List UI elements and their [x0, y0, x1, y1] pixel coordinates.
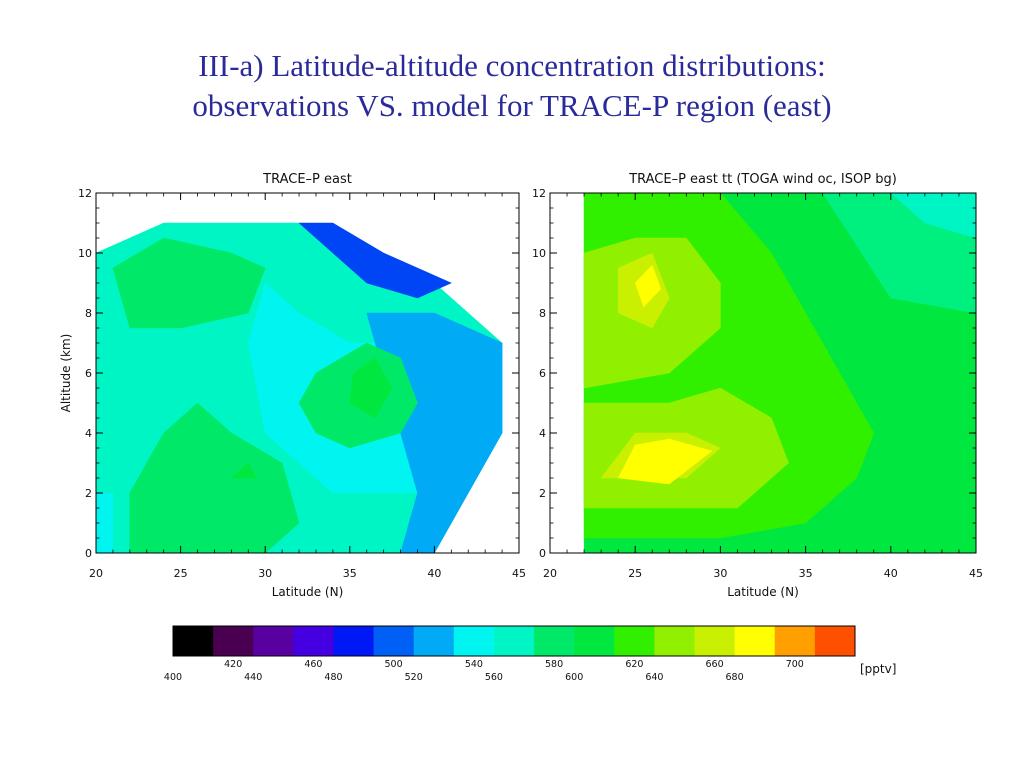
color-swatch [213, 626, 254, 656]
y-tick-label: 10 [78, 247, 92, 260]
x-tick-label: 40 [427, 567, 441, 580]
contour-region-600 [230, 462, 258, 479]
color-swatch [734, 626, 776, 656]
contour-region-580 [112, 237, 266, 329]
colorbar-label-upper: 540 [465, 659, 483, 670]
contour-region-500 [298, 222, 452, 299]
y-tick-label: 0 [539, 547, 546, 560]
colorbar-label-lower: 400 [164, 672, 182, 683]
colorbar-label-lower: 520 [405, 672, 423, 683]
contour-region-580 [129, 402, 300, 554]
color-swatch [333, 626, 374, 656]
colorbar-label-lower: 680 [726, 672, 744, 683]
colorbar-label-upper: 420 [224, 659, 242, 670]
y-tick-label: 10 [532, 247, 546, 260]
contour-panel-observations: 20 25 30 35 40 45 0 2 4 6 8 10 12 TRACE–P east Latitud… [59, 172, 526, 599]
x-axis-label: Latitude (N) [727, 585, 799, 599]
color-swatch [574, 626, 615, 656]
color-swatch [694, 626, 736, 656]
colorbar-frame [172, 625, 856, 657]
colorbar-label-lower: 600 [565, 672, 583, 683]
colorbar-label-upper: 660 [706, 659, 724, 670]
colorbar-label-upper: 460 [304, 659, 322, 670]
color-swatch [614, 626, 655, 656]
y-tick-label: 8 [85, 307, 92, 320]
colorbar-label-upper: 700 [786, 659, 804, 670]
panel-title: TRACE–P east tt (TOGA wind oc, ISOP bg) [628, 172, 897, 187]
color-swatch [373, 626, 415, 656]
title-line-2: observations VS. model for TRACE-P regio… [192, 88, 832, 123]
color-swatch [453, 626, 495, 656]
x-tick-label: 30 [713, 567, 727, 580]
colorbar-label-upper: 620 [625, 659, 643, 670]
color-swatch [654, 626, 695, 656]
color-swatch [493, 626, 535, 656]
y-axis-label: Altitude (km) [59, 334, 73, 413]
colorbar-label-upper: 500 [385, 659, 403, 670]
y-tick-label: 4 [539, 427, 546, 440]
color-swatch [774, 626, 816, 656]
color-swatch [534, 626, 575, 656]
y-tick-label: 6 [85, 367, 92, 380]
y-tick-label: 8 [539, 307, 546, 320]
x-tick-label: 20 [543, 567, 557, 580]
x-axis-label: Latitude (N) [272, 585, 344, 599]
color-swatch [253, 626, 294, 656]
x-tick-label: 20 [89, 567, 103, 580]
contour-region-680 [617, 438, 713, 485]
y-tick-label: 6 [539, 367, 546, 380]
x-tick-label: 30 [258, 567, 272, 580]
y-tick-label: 2 [85, 487, 92, 500]
y-tick-label: 0 [85, 547, 92, 560]
colorbar-label-lower: 640 [645, 672, 663, 683]
colorbar-label-lower: 480 [324, 672, 342, 683]
color-swatch [413, 626, 455, 656]
x-tick-label: 40 [884, 567, 898, 580]
color-scale-bar: 420 460 500 540 580 620 660 700 400 440 480 520 560 6… [164, 625, 896, 683]
color-swatch [173, 626, 214, 656]
title-line-1: III-a) Latitude-altitude concentration d… [198, 48, 826, 83]
x-tick-label: 45 [969, 567, 983, 580]
x-tick-label: 35 [343, 567, 357, 580]
x-tick-label: 45 [512, 567, 526, 580]
contour-panel-model: 20 25 30 35 40 45 0 2 4 6 8 10 12 TRACE–P east tt (TO… [532, 172, 983, 599]
x-tick-label: 25 [628, 567, 642, 580]
y-tick-label: 2 [539, 487, 546, 500]
colorbar-label-lower: 560 [485, 672, 503, 683]
color-swatch [814, 626, 856, 656]
colorbar-label-upper: 580 [545, 659, 563, 670]
color-swatch [293, 626, 334, 656]
x-tick-label: 25 [174, 567, 188, 580]
y-tick-label: 12 [78, 187, 92, 200]
colorbar-label-lower: 440 [244, 672, 262, 683]
x-tick-label: 35 [799, 567, 813, 580]
colorbar-unit-label: [pptv] [860, 662, 896, 676]
y-tick-label: 12 [532, 187, 546, 200]
y-tick-label: 4 [85, 427, 92, 440]
contour-region-600 [349, 357, 393, 419]
panel-title: TRACE–P east [262, 172, 352, 187]
contour-region-680 [634, 264, 662, 308]
slide-title: III-a) Latitude-altitude concentration d… [0, 46, 1024, 126]
